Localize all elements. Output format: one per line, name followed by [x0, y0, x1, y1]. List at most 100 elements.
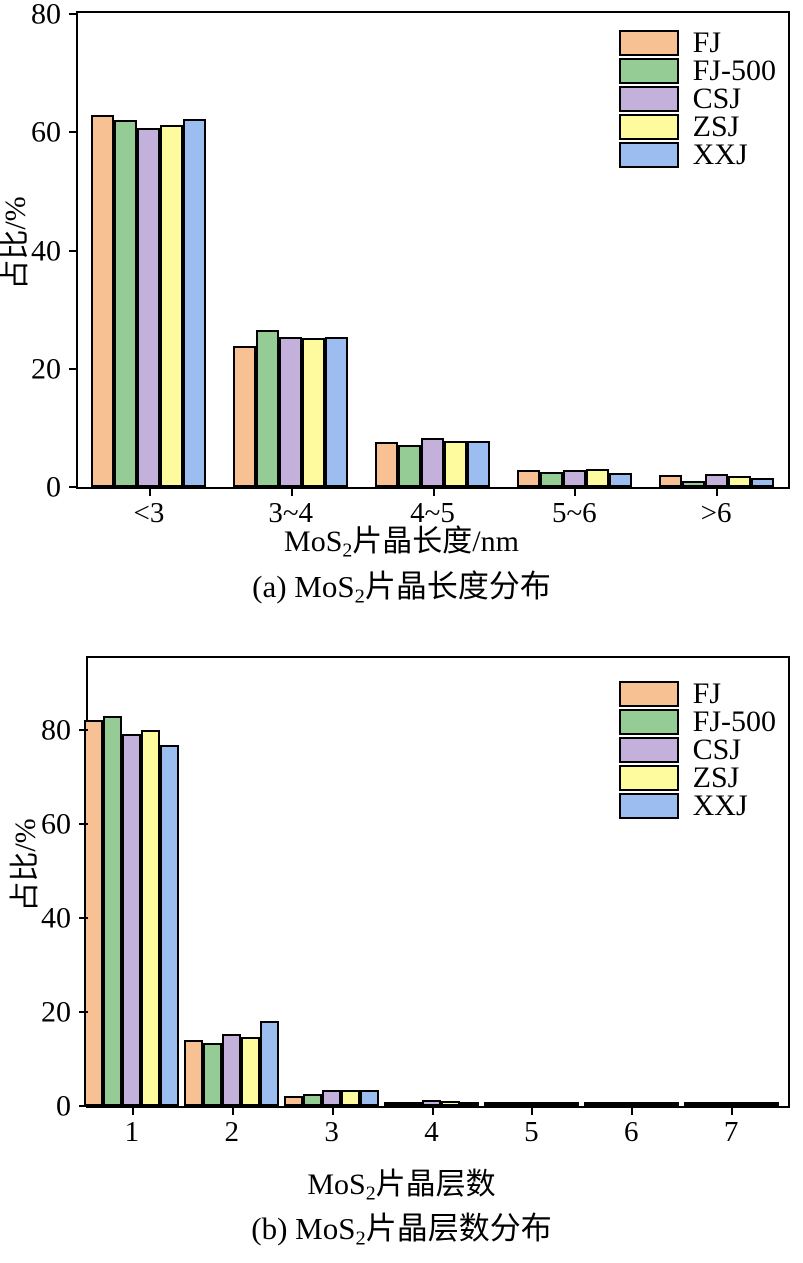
- legend-item-xxj[interactable]: XXJ: [618, 140, 776, 170]
- bar-a-0-csj[interactable]: [137, 127, 161, 487]
- bar-b-4-zsj[interactable]: [540, 1102, 560, 1106]
- bar-a-1-zsj[interactable]: [302, 338, 326, 487]
- bar-b-0-zsj[interactable]: [141, 729, 161, 1106]
- x-tick-label-b-0: 1: [124, 1116, 140, 1148]
- bar-a-1-xxj[interactable]: [325, 336, 349, 487]
- bar-a-4-fj-500[interactable]: [681, 481, 705, 487]
- bar-b-1-csj[interactable]: [222, 1034, 242, 1106]
- bar-a-0-xxj[interactable]: [183, 118, 207, 487]
- bar-b-5-zsj[interactable]: [640, 1102, 660, 1106]
- bar-a-2-zsj[interactable]: [444, 440, 467, 487]
- bar-b-5-fj-500[interactable]: [602, 1102, 622, 1106]
- bar-b-4-xxj[interactable]: [559, 1102, 579, 1106]
- bar-group-b-4: [483, 658, 579, 1106]
- bar-b-2-zsj[interactable]: [341, 1090, 361, 1106]
- x-axis-title-a: MoS2片晶长度/nm: [0, 525, 803, 562]
- bar-group-b-2: [284, 658, 380, 1106]
- x-axis-title-a-pre: MoS: [284, 525, 343, 558]
- bar-a-1-csj[interactable]: [279, 336, 303, 487]
- y-tick-label-b-40: 40: [41, 901, 71, 935]
- bar-b-6-fj[interactable]: [683, 1102, 703, 1106]
- bar-a-0-fj-500[interactable]: [114, 120, 138, 487]
- legend-swatch-csj-icon: [618, 86, 679, 112]
- bar-b-2-fj-500[interactable]: [303, 1093, 323, 1106]
- y-tick-label-b-60: 60: [41, 807, 71, 841]
- bar-a-2-csj[interactable]: [421, 437, 444, 487]
- bar-a-1-fj[interactable]: [233, 346, 257, 487]
- bar-a-4-fj[interactable]: [658, 475, 682, 487]
- x-tick-label-b-1: 2: [224, 1116, 240, 1148]
- bar-a-3-csj[interactable]: [562, 469, 586, 487]
- bar-a-2-xxj[interactable]: [467, 440, 490, 487]
- bar-b-5-csj[interactable]: [621, 1102, 641, 1106]
- legend-item-fj[interactable]: FJ: [618, 679, 776, 709]
- x-tick-label-a-4: >6: [700, 497, 732, 529]
- bar-b-6-fj-500[interactable]: [702, 1102, 722, 1106]
- bar-a-3-xxj[interactable]: [608, 472, 632, 487]
- bar-b-1-fj[interactable]: [184, 1040, 204, 1106]
- legend-item-zsj[interactable]: ZSJ: [618, 763, 776, 793]
- bar-a-0-fj[interactable]: [91, 114, 115, 487]
- legend-item-fj-500[interactable]: FJ-500: [618, 707, 776, 737]
- bar-b-6-zsj[interactable]: [740, 1102, 760, 1106]
- bar-b-3-fj[interactable]: [384, 1102, 403, 1106]
- x-axis-title-a-post: 片晶长度/nm: [352, 525, 519, 558]
- bar-a-2-fj[interactable]: [375, 442, 398, 487]
- x-tick-a-2: [432, 487, 435, 496]
- bar-a-4-zsj[interactable]: [727, 475, 751, 487]
- bar-b-1-zsj[interactable]: [241, 1036, 261, 1106]
- bar-b-1-xxj[interactable]: [260, 1020, 280, 1106]
- legend-swatch-csj-icon: [618, 737, 679, 763]
- bar-b-6-csj[interactable]: [721, 1102, 741, 1106]
- bar-a-0-zsj[interactable]: [160, 124, 184, 487]
- bar-group-a-3: [516, 13, 632, 487]
- bar-b-5-xxj[interactable]: [659, 1102, 679, 1106]
- legend-item-zsj[interactable]: ZSJ: [618, 112, 776, 142]
- bar-b-5-fj[interactable]: [583, 1102, 603, 1106]
- legend-item-csj[interactable]: CSJ: [618, 82, 776, 115]
- legend-label-csj: CSJ: [692, 82, 742, 115]
- legend-item-fj-500[interactable]: FJ-500: [618, 56, 776, 86]
- plot-area-b: 0 20 40 60 80 1 2 3 4 5 6 7 FJ FJ-500 CSJ ZSJ XXJ: [41, 656, 790, 1147]
- bar-b-2-csj[interactable]: [322, 1090, 342, 1106]
- x-axis-title-b: MoS2片晶层数: [0, 1168, 803, 1205]
- bar-b-3-csj[interactable]: [422, 1100, 441, 1106]
- legend-item-csj[interactable]: CSJ: [618, 735, 776, 765]
- bar-a-4-csj[interactable]: [704, 474, 728, 487]
- bar-a-1-fj-500[interactable]: [256, 330, 280, 487]
- legend-swatch-zsj-icon: [618, 114, 679, 140]
- bar-b-2-fj[interactable]: [284, 1095, 304, 1106]
- bar-b-0-csj[interactable]: [122, 734, 142, 1106]
- x-axis-title-b-sub: 2: [365, 1182, 376, 1205]
- legend-swatch-xxj-icon: [618, 142, 679, 168]
- bar-b-2-xxj[interactable]: [360, 1089, 380, 1106]
- bar-b-4-fj-500[interactable]: [502, 1102, 522, 1106]
- bar-b-4-fj[interactable]: [483, 1102, 503, 1106]
- bar-b-3-xxj[interactable]: [460, 1101, 479, 1106]
- bar-a-4-xxj[interactable]: [750, 478, 774, 487]
- bar-b-6-xxj[interactable]: [759, 1102, 779, 1106]
- y-tick-label-a-0: 0: [46, 470, 61, 504]
- legend-item-fj[interactable]: FJ: [618, 28, 776, 58]
- bar-b-0-xxj[interactable]: [160, 744, 180, 1106]
- bar-b-0-fj[interactable]: [84, 720, 104, 1106]
- y-axis-title-b: 占比/%: [9, 818, 42, 912]
- x-tick-label-b-2: 3: [324, 1116, 339, 1148]
- figure-a-caption-pre: (a) MoS: [252, 569, 355, 604]
- legend-item-xxj[interactable]: XXJ: [618, 791, 776, 821]
- y-tick-label-a-60: 60: [31, 115, 61, 149]
- bar-b-1-fj-500[interactable]: [203, 1042, 223, 1106]
- x-tick-label-a-1: 3~4: [268, 497, 314, 529]
- bar-a-3-zsj[interactable]: [585, 468, 609, 487]
- bar-group-a-4: [658, 13, 774, 487]
- bar-a-2-fj-500[interactable]: [398, 445, 421, 487]
- bar-b-3-zsj[interactable]: [441, 1100, 460, 1106]
- y-tick-label-b-20: 20: [41, 995, 71, 1029]
- bar-b-3-fj-500[interactable]: [403, 1102, 422, 1106]
- bar-b-4-csj[interactable]: [521, 1102, 541, 1106]
- bar-a-3-fj[interactable]: [516, 469, 540, 487]
- x-tick-label-a-2: 4~5: [410, 497, 455, 529]
- bar-a-3-fj-500[interactable]: [539, 472, 563, 487]
- bar-b-0-fj-500[interactable]: [103, 716, 123, 1106]
- x-axis-title-b-pre: MoS: [307, 1168, 366, 1201]
